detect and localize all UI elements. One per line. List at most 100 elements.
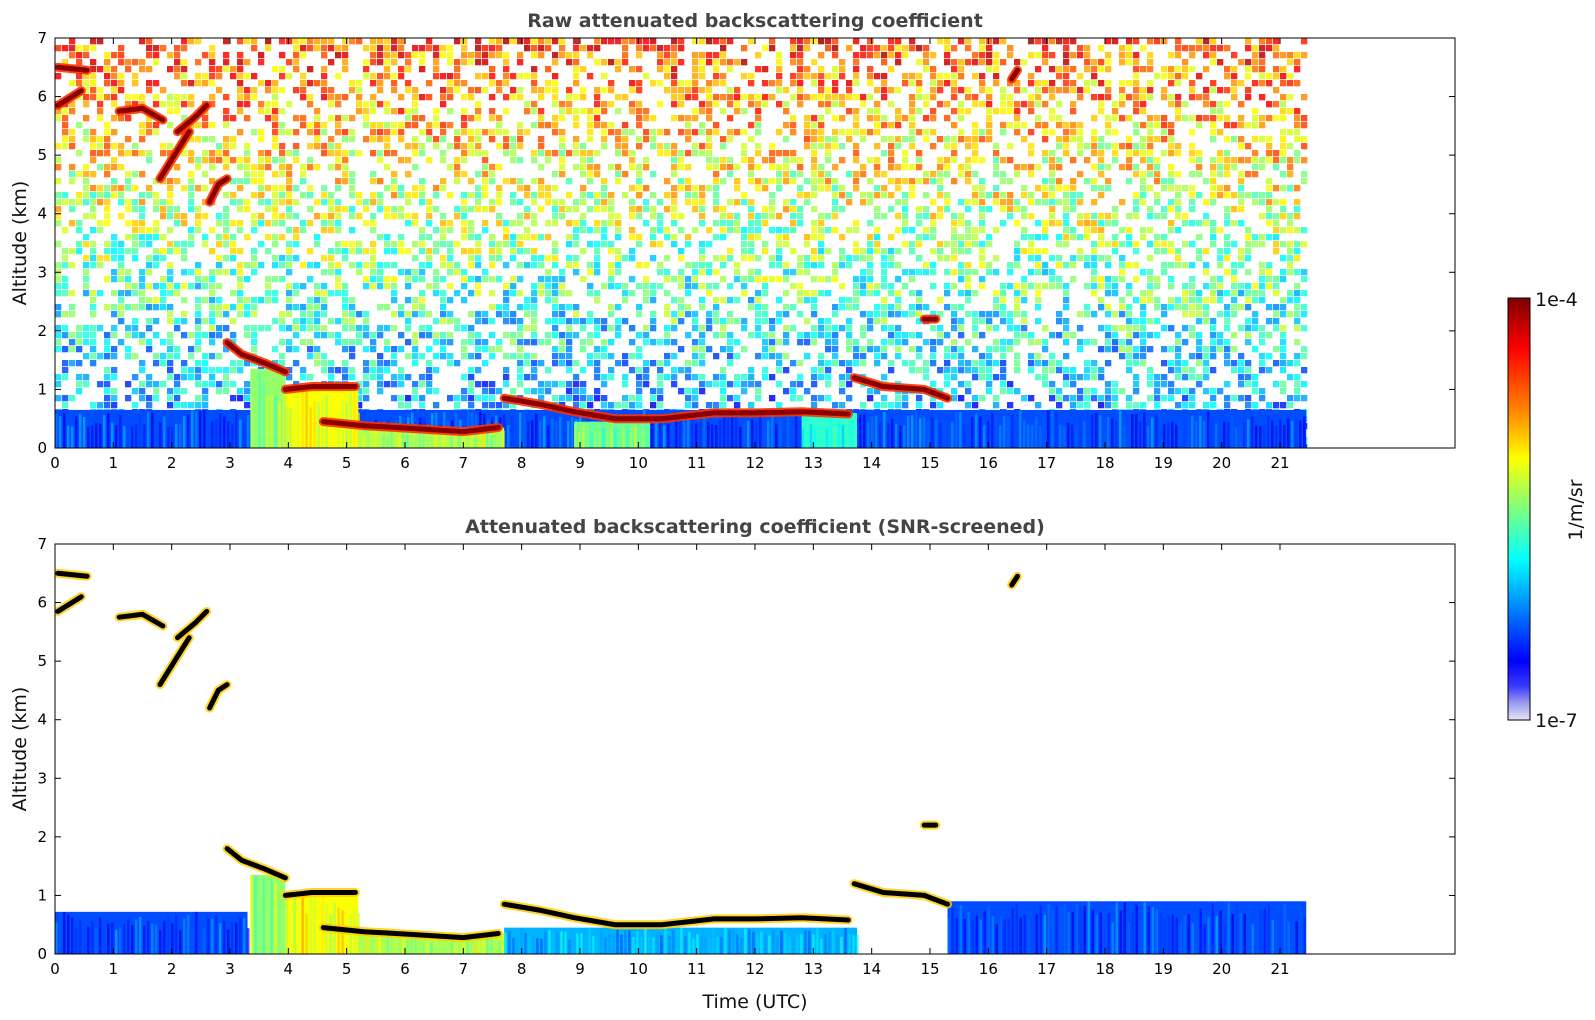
noise-cell [825, 360, 832, 367]
noise-cell [139, 360, 146, 367]
noise-cell [657, 241, 664, 248]
noise-cell [251, 269, 258, 276]
noise-cell [657, 143, 664, 150]
noise-cell [825, 367, 832, 374]
noise-cell [916, 80, 923, 87]
noise-cell [202, 115, 209, 122]
noise-cell [412, 339, 419, 346]
noise-cell [1077, 122, 1084, 129]
noise-cell [496, 164, 503, 171]
noise-cell [727, 164, 734, 171]
noise-cell [489, 45, 496, 52]
noise-cell [692, 353, 699, 360]
noise-cell [804, 234, 811, 241]
noise-cell [356, 87, 363, 94]
noise-cell [153, 45, 160, 52]
noise-cell [517, 143, 524, 150]
noise-cell [650, 325, 657, 332]
noise-cell [643, 339, 650, 346]
noise-cell [349, 311, 356, 318]
noise-cell [531, 332, 538, 339]
noise-cell [573, 388, 580, 395]
noise-cell [335, 227, 342, 234]
noise-cell [713, 52, 720, 59]
noise-cell [1070, 206, 1077, 213]
noise-cell [300, 87, 307, 94]
noise-cell [979, 220, 986, 227]
noise-cell [489, 199, 496, 206]
noise-cell [223, 150, 230, 157]
noise-cell [580, 248, 587, 255]
noise-cell [587, 339, 594, 346]
noise-cell [244, 395, 251, 402]
noise-cell [405, 80, 412, 87]
noise-cell [384, 206, 391, 213]
noise-cell [202, 171, 209, 178]
noise-cell [1063, 325, 1070, 332]
noise-cell [979, 136, 986, 143]
noise-cell [594, 269, 601, 276]
noise-cell [580, 381, 587, 388]
noise-cell [608, 402, 615, 409]
noise-cell [951, 94, 958, 101]
noise-cell [461, 115, 468, 122]
noise-cell [503, 66, 510, 73]
noise-cell [146, 269, 153, 276]
noise-cell [559, 269, 566, 276]
noise-cell [1084, 157, 1091, 164]
noise-cell [1070, 108, 1077, 115]
noise-cell [1035, 360, 1042, 367]
noise-cell [377, 353, 384, 360]
noise-cell [888, 325, 895, 332]
noise-cell [860, 325, 867, 332]
noise-cell [615, 143, 622, 150]
noise-cell [615, 66, 622, 73]
noise-cell [951, 150, 958, 157]
noise-cell [678, 297, 685, 304]
noise-cell [615, 318, 622, 325]
noise-cell [657, 52, 664, 59]
noise-cell [818, 353, 825, 360]
noise-cell [496, 80, 503, 87]
noise-cell [139, 381, 146, 388]
noise-cell [335, 101, 342, 108]
noise-cell [370, 332, 377, 339]
noise-cell [363, 248, 370, 255]
noise-cell [69, 360, 76, 367]
noise-cell [132, 80, 139, 87]
noise-cell [1021, 213, 1028, 220]
noise-cell [951, 234, 958, 241]
noise-cell [818, 66, 825, 73]
noise-cell [482, 73, 489, 80]
noise-cell [279, 87, 286, 94]
noise-cell [118, 45, 125, 52]
noise-cell [356, 38, 363, 45]
noise-cell [440, 346, 447, 353]
noise-cell [482, 395, 489, 402]
noise-cell [692, 192, 699, 199]
noise-cell [272, 346, 279, 353]
noise-cell [475, 332, 482, 339]
noise-cell [566, 262, 573, 269]
noise-cell [335, 143, 342, 150]
noise-cell [748, 227, 755, 234]
noise-cell [930, 248, 937, 255]
noise-cell [846, 129, 853, 136]
noise-cell [272, 220, 279, 227]
noise-cell [1119, 164, 1126, 171]
noise-cell [90, 339, 97, 346]
noise-cell [237, 73, 244, 80]
noise-cell [776, 248, 783, 255]
noise-cell [286, 325, 293, 332]
noise-cell [377, 206, 384, 213]
noise-cell [293, 87, 300, 94]
noise-cell [538, 150, 545, 157]
noise-cell [265, 38, 272, 45]
noise-cell [874, 87, 881, 94]
noise-cell [643, 276, 650, 283]
noise-cell [594, 101, 601, 108]
noise-cell [916, 255, 923, 262]
noise-cell [461, 52, 468, 59]
noise-cell [1056, 164, 1063, 171]
noise-cell [909, 38, 916, 45]
